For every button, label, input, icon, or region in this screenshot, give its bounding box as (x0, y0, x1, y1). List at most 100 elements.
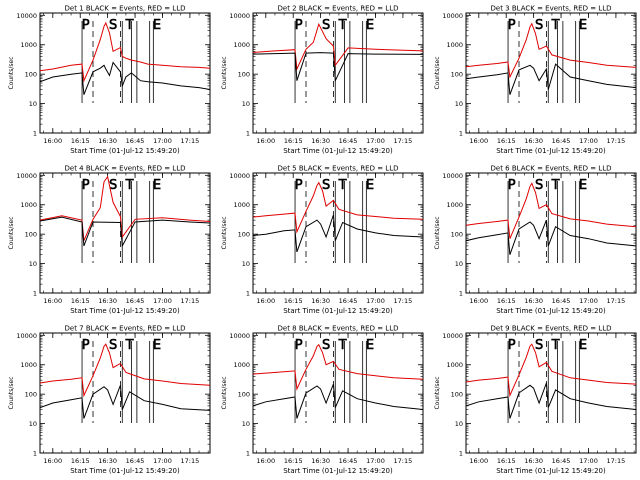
y-tick-label: 100 (25, 391, 37, 399)
y-tick-label: 10 (455, 420, 463, 428)
series-line-events (466, 63, 636, 95)
y-tick-label: 100 (451, 391, 463, 399)
x-tick-label: 16:30 (524, 457, 543, 465)
overlay-letter: P (295, 338, 303, 353)
x-tick-label: 16:15 (71, 137, 90, 145)
overlay-letter: S (535, 338, 543, 353)
x-tick-label: 17:15 (181, 457, 200, 465)
overlay-letter: E (579, 338, 587, 353)
y-tick-label: 10000 (16, 172, 37, 180)
x-tick-label: 17:15 (607, 137, 626, 145)
x-tick-label: 16:30 (311, 297, 330, 305)
x-axis-label: Start Time (01-Jul-12 15:49:20) (70, 467, 180, 475)
x-tick-label: 17:00 (153, 297, 172, 305)
x-tick-label: 17:00 (366, 457, 385, 465)
y-axis-label: Counts/sec (221, 216, 228, 249)
overlay-letter: P (295, 18, 303, 33)
panel-title: Det 3 BLACK = Events, RED = LLD (491, 5, 612, 13)
plot-frame (465, 172, 637, 294)
plot-frame (465, 332, 637, 454)
y-tick-label: 10 (242, 100, 250, 108)
x-tick-label: 17:15 (181, 297, 200, 305)
plot-frame (39, 12, 211, 134)
x-tick-label: 17:00 (153, 137, 172, 145)
overlay-letter: E (366, 338, 374, 353)
plot-frame (252, 332, 424, 454)
x-tick-label: 16:15 (497, 297, 516, 305)
overlay-letter: E (366, 178, 374, 193)
panel-title: Det 9 BLACK = Events, RED = LLD (491, 325, 612, 333)
y-tick-label: 10000 (229, 12, 250, 20)
y-tick-label: 100 (451, 71, 463, 79)
overlay-letter: P (508, 18, 516, 33)
x-tick-label: 16:00 (256, 297, 275, 305)
overlay-letter: T (551, 178, 560, 193)
y-tick-label: 1 (246, 290, 250, 298)
series-line-events (40, 385, 210, 419)
overlay-letter: T (125, 18, 134, 33)
x-tick-label: 16:00 (469, 137, 488, 145)
x-tick-label: 16:00 (256, 457, 275, 465)
x-tick-label: 16:30 (98, 297, 117, 305)
series-line-events (40, 61, 210, 95)
overlay-letter: S (535, 178, 543, 193)
overlay-letter: E (153, 178, 161, 193)
y-axis-label: Counts/sec (434, 216, 441, 249)
overlay-letter: E (579, 178, 587, 193)
x-tick-label: 17:15 (394, 137, 413, 145)
panel-title: Det 7 BLACK = Events, RED = LLD (65, 325, 186, 333)
x-tick-label: 16:15 (284, 297, 303, 305)
y-tick-label: 1 (33, 290, 37, 298)
y-tick-label: 100 (25, 231, 37, 239)
y-tick-label: 10000 (442, 332, 463, 340)
series-line-lld (466, 22, 636, 79)
plot-frame (252, 12, 424, 134)
x-tick-label: 16:30 (98, 457, 117, 465)
series-line-lld (40, 21, 210, 83)
x-tick-label: 16:30 (524, 297, 543, 305)
y-tick-label: 10 (242, 260, 250, 268)
y-tick-label: 1 (33, 450, 37, 458)
y-axis-label: Counts/sec (8, 376, 15, 409)
panel-title: Det 1 BLACK = Events, RED = LLD (65, 5, 186, 13)
plot-frame (39, 172, 211, 294)
series-line-lld (253, 22, 423, 71)
overlay-letter: P (508, 178, 516, 193)
overlay-letter: S (535, 18, 543, 33)
x-tick-label: 16:45 (552, 297, 571, 305)
overlay-letter: E (153, 18, 161, 33)
x-tick-label: 16:15 (497, 457, 516, 465)
panel-title: Det 2 BLACK = Events, RED = LLD (278, 5, 399, 13)
overlay-letter: S (109, 178, 117, 193)
y-tick-label: 10000 (442, 172, 463, 180)
overlay-letter: P (295, 178, 303, 193)
y-tick-label: 1000 (20, 41, 37, 49)
overlay-letter: T (125, 338, 134, 353)
y-tick-label: 10 (29, 100, 37, 108)
panel-title: Det 8 BLACK = Events, RED = LLD (278, 325, 399, 333)
y-tick-label: 100 (25, 71, 37, 79)
x-tick-label: 16:15 (497, 137, 516, 145)
x-tick-label: 17:00 (366, 297, 385, 305)
x-axis-label: Start Time (01-Jul-12 15:49:20) (283, 467, 393, 475)
x-tick-label: 16:45 (552, 137, 571, 145)
x-tick-label: 16:15 (284, 137, 303, 145)
x-tick-label: 16:15 (71, 297, 90, 305)
y-tick-label: 1000 (446, 361, 463, 369)
overlay-letter: P (508, 338, 516, 353)
overlay-letter: S (109, 18, 117, 33)
y-tick-label: 1 (33, 130, 37, 138)
y-tick-label: 10000 (16, 332, 37, 340)
plot-frame (465, 12, 637, 134)
detector-panel-4: Det 4 BLACK = Events, RED = LLD Counts/se… (8, 165, 211, 315)
overlay-letter: T (125, 178, 134, 193)
x-tick-label: 16:00 (256, 137, 275, 145)
x-tick-label: 17:00 (579, 457, 598, 465)
x-axis-label: Start Time (01-Jul-12 15:49:20) (496, 307, 606, 315)
y-tick-label: 1000 (446, 41, 463, 49)
plot-frame (39, 332, 211, 454)
series-line-events (253, 383, 423, 419)
y-tick-label: 10000 (16, 12, 37, 20)
plot-frame (252, 172, 424, 294)
x-tick-label: 16:30 (524, 137, 543, 145)
